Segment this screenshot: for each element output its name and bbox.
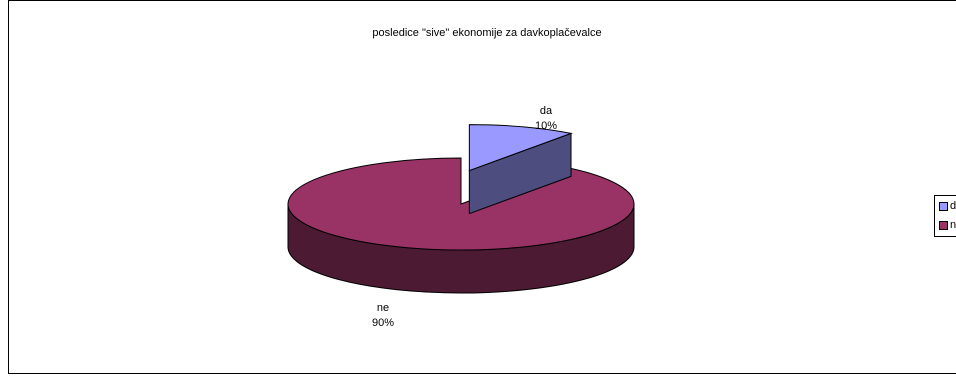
data-labels: da 10% ne 90% [372, 105, 557, 329]
legend-label-ne: ne [950, 219, 956, 231]
legend-swatch-da [939, 201, 948, 211]
chart-area: posledice "sive" ekonomije za davkoplače… [8, 0, 956, 374]
data-label-da: da 10% [535, 105, 557, 132]
legend-item-ne: ne [939, 218, 956, 232]
legend-label-da: da [950, 200, 956, 212]
legend: da ne [934, 195, 956, 237]
legend-item-da: da [939, 199, 956, 213]
slice-top-ne [287, 157, 635, 251]
pie-slices [287, 124, 635, 294]
slice-top-da [468, 124, 573, 172]
pie-chart: posledice "sive" ekonomije za davkoplače… [287, 27, 635, 329]
chart-title: posledice "sive" ekonomije za davkoplače… [372, 27, 601, 39]
data-label-ne: ne 90% [372, 302, 394, 329]
legend-swatch-ne [939, 220, 948, 230]
